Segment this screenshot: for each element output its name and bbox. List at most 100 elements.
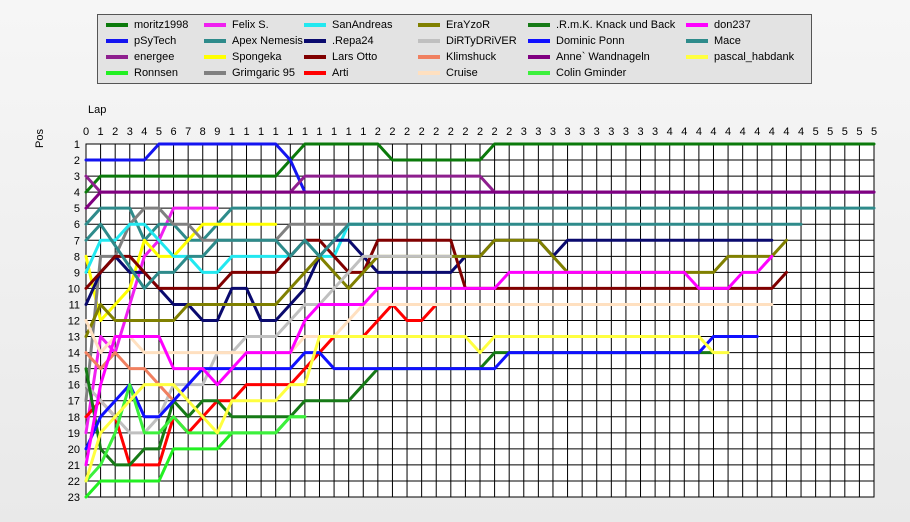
legend-swatch [528, 39, 550, 43]
x-tick-label: 3 [535, 126, 541, 138]
x-tick-label: 4 [667, 126, 673, 138]
legend-label: .R.m.K. Knack und Back [556, 19, 676, 31]
x-tick-label: 1 [273, 126, 279, 138]
x-tick-label: 3 [564, 126, 570, 138]
series-line-0 [84, 142, 876, 194]
legend-label: Lars Otto [332, 51, 378, 63]
x-tick-label: 3 [637, 126, 643, 138]
x-tick-label: 2 [389, 126, 395, 138]
x-tick-label: 3 [579, 126, 585, 138]
legend-swatch [418, 23, 440, 27]
legend-label: Anne` Wandnageln [556, 51, 650, 63]
legend: moritz1998 pSyTech energee Ronnsen Felix S. A… [97, 14, 812, 84]
series-line-22 [84, 335, 730, 483]
x-tick-label: 1 [346, 126, 352, 138]
legend-swatch [528, 55, 550, 59]
x-tick-label: 2 [448, 126, 454, 138]
legend-label: Ronnsen [134, 67, 179, 79]
x-tick-label: 2 [492, 126, 498, 138]
x-tick-label: 4 [740, 126, 746, 138]
x-tick-label: 8 [200, 126, 206, 138]
y-tick-label: 12 [68, 316, 80, 328]
x-tick-label: 5 [827, 126, 833, 138]
y-tick-label: 5 [74, 203, 80, 215]
x-tick-label: 4 [141, 126, 147, 138]
series-line-11 [84, 302, 453, 467]
legend-swatch [304, 39, 326, 43]
x-tick-label: 1 [258, 126, 264, 138]
x-tick-label: 4 [769, 126, 775, 138]
legend-label: Mace [714, 35, 741, 47]
y-tick-label: 9 [74, 267, 80, 279]
x-tick-label: 4 [696, 126, 702, 138]
x-tick-label: 4 [681, 126, 687, 138]
series-line-6 [84, 222, 278, 322]
y-tick-label: 6 [74, 219, 80, 231]
legend-swatch [418, 55, 440, 59]
y-tick-label: 19 [68, 428, 80, 440]
x-tick-label: 2 [506, 126, 512, 138]
series-line-16 [84, 351, 715, 467]
x-tick-label: 5 [856, 126, 862, 138]
legend-label: Arti [332, 67, 349, 79]
legend-swatch [106, 55, 128, 59]
x-tick-label: 2 [375, 126, 381, 138]
series-line-20 [84, 254, 774, 467]
y-tick-label: 18 [68, 412, 80, 424]
x-tick-label: 2 [419, 126, 425, 138]
legend-label: Klimshuck [446, 51, 497, 63]
y-tick-label: 15 [68, 364, 80, 376]
legend-label: moritz1998 [134, 19, 189, 31]
series-line-21 [84, 222, 803, 290]
legend-swatch [304, 23, 326, 27]
y-tick-label: 20 [68, 444, 80, 456]
legend-swatch [528, 71, 550, 75]
x-tick-label: 7 [185, 126, 191, 138]
x-axis-label: Lap [88, 104, 107, 116]
x-tick-label: 2 [462, 126, 468, 138]
legend-label: SanAndreas [332, 19, 393, 31]
legend-label: Felix S. [232, 19, 269, 31]
x-tick-label: 3 [594, 126, 600, 138]
series-line-8 [84, 222, 365, 274]
y-tick-label: 7 [74, 235, 80, 247]
x-tick-label: 1 [243, 126, 249, 138]
legend-swatch [418, 39, 440, 43]
legend-label: pascal_habdank [714, 51, 795, 63]
legend-label: don237 [714, 19, 751, 31]
legend-label: Cruise [446, 67, 478, 79]
x-tick-label: 3 [623, 126, 629, 138]
legend-label: Colin Gminder [556, 67, 627, 79]
x-tick-label: 3 [608, 126, 614, 138]
legend-label: pSyTech [134, 35, 177, 47]
legend-label: Spongeka [232, 51, 282, 63]
series-line-4 [84, 206, 219, 435]
y-tick-label: 23 [68, 492, 80, 504]
x-tick-label: 0 [83, 126, 89, 138]
legend-swatch [106, 71, 128, 75]
y-tick-label: 22 [68, 476, 80, 488]
x-tick-label: 3 [652, 126, 658, 138]
series-lines [84, 142, 876, 499]
legend-swatch [528, 23, 550, 27]
x-tick-label: 4 [783, 126, 789, 138]
y-tick-label: 10 [68, 283, 80, 295]
legend-swatch [304, 55, 326, 59]
y-tick-label: 13 [68, 332, 80, 344]
x-tick-label: 1 [229, 126, 235, 138]
y-tick-label: 11 [69, 299, 80, 311]
x-tick-label: 2 [404, 126, 410, 138]
y-tick-label: 21 [68, 460, 80, 472]
y-tick-label: 14 [68, 348, 80, 360]
x-tick-label: 4 [754, 126, 760, 138]
legend-swatch [106, 23, 128, 27]
legend-label: Apex Nemesis [232, 35, 303, 47]
x-tick-label: 2 [477, 126, 483, 138]
x-tick-label: 1 [287, 126, 293, 138]
y-axis-label: Pos [34, 129, 46, 148]
legend-swatch [204, 23, 226, 27]
legend-label: .Repa24 [332, 35, 374, 47]
x-tick-label: 2 [433, 126, 439, 138]
